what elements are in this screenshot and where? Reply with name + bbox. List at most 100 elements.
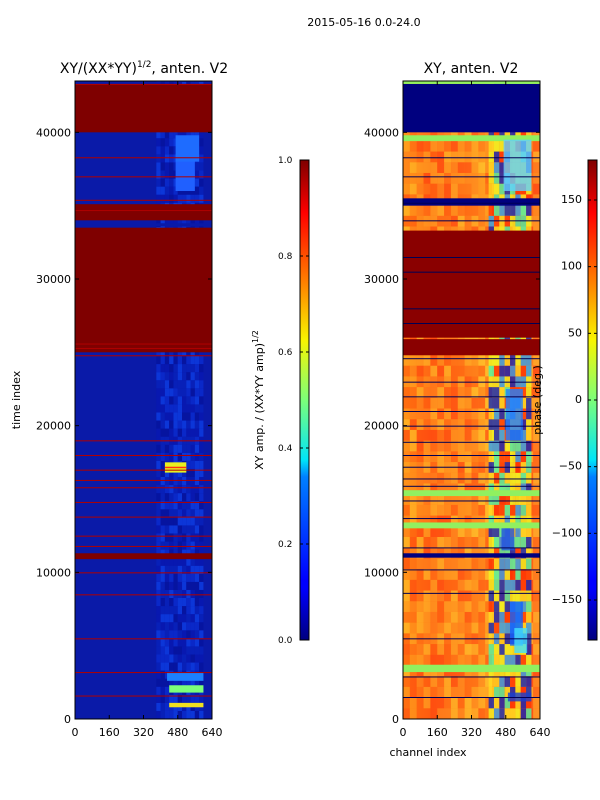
heatmap-cell bbox=[450, 590, 458, 602]
heatmap-cell bbox=[510, 697, 516, 709]
heatmap-line bbox=[75, 157, 212, 159]
heatmap-cell bbox=[430, 526, 438, 537]
heatmap-cell bbox=[177, 412, 183, 421]
heatmap-cell bbox=[493, 697, 500, 709]
heatmap-cell bbox=[464, 504, 472, 516]
phase-xtick-label: 640 bbox=[530, 726, 551, 739]
heatmap-cell bbox=[194, 380, 200, 389]
heatmap-cell bbox=[464, 387, 472, 398]
heatmap-cell bbox=[471, 569, 479, 580]
heatmap-cell bbox=[199, 525, 204, 534]
phase-ytick-label: 40000 bbox=[364, 126, 399, 139]
heatmap-cell bbox=[520, 365, 527, 377]
heatmap-cell bbox=[533, 644, 540, 655]
heatmap-cell bbox=[423, 622, 431, 634]
heatmap-cell bbox=[190, 533, 195, 542]
heatmap-cell bbox=[199, 622, 204, 631]
heatmap-cell bbox=[156, 509, 161, 518]
heatmap-cell bbox=[423, 140, 431, 152]
heatmap-cell bbox=[423, 451, 431, 463]
heatmap-cell bbox=[526, 429, 532, 441]
heatmap-cell bbox=[457, 419, 465, 430]
heatmap-cell bbox=[493, 526, 500, 537]
phase-colorbar-tick-label: 100 bbox=[561, 260, 582, 273]
heatmap-cell bbox=[173, 622, 178, 631]
heatmap-cell bbox=[186, 477, 191, 486]
heatmap-cell bbox=[437, 162, 445, 173]
heatmap-cell bbox=[510, 558, 516, 570]
heatmap-cell bbox=[515, 472, 521, 484]
heatmap-line bbox=[75, 535, 212, 537]
heatmap-cell bbox=[160, 194, 165, 203]
heatmap-cell bbox=[493, 429, 500, 441]
heatmap-cell bbox=[177, 218, 183, 227]
heatmap-cell bbox=[173, 194, 178, 203]
heatmap-cell bbox=[186, 356, 191, 365]
heatmap-cell bbox=[457, 205, 465, 216]
heatmap-cell bbox=[186, 581, 191, 590]
heatmap-cell bbox=[177, 372, 183, 381]
heatmap-cell bbox=[464, 354, 472, 366]
heatmap-line bbox=[403, 518, 540, 520]
heatmap-cell bbox=[499, 333, 505, 345]
heatmap-band bbox=[403, 135, 540, 142]
heatmap-cell bbox=[464, 205, 472, 216]
heatmap-cell bbox=[464, 440, 472, 452]
heatmap-line bbox=[403, 478, 540, 480]
heatmap-cell bbox=[499, 686, 505, 698]
heatmap-cell bbox=[169, 702, 204, 708]
heatmap-cell bbox=[499, 558, 505, 570]
heatmap-cell bbox=[194, 710, 200, 719]
heatmap-cell bbox=[488, 472, 494, 484]
heatmap-cell bbox=[526, 676, 532, 687]
heatmap-cell bbox=[175, 154, 195, 191]
heatmap-cell bbox=[504, 494, 511, 505]
heatmap-cell bbox=[444, 536, 451, 548]
heatmap-cell bbox=[177, 452, 183, 461]
heatmap-cell bbox=[409, 451, 417, 463]
phase-ytick-label: 20000 bbox=[364, 420, 399, 433]
heatmap-cell bbox=[430, 536, 438, 548]
heatmap-cell bbox=[182, 694, 187, 703]
heatmap-cell bbox=[182, 565, 187, 574]
heatmap-line bbox=[403, 697, 540, 698]
heatmap-line bbox=[403, 358, 540, 360]
heatmap-cell bbox=[430, 515, 438, 527]
heatmap-cell bbox=[520, 579, 527, 591]
heatmap-cell bbox=[510, 333, 516, 345]
heatmap-cell bbox=[177, 573, 183, 582]
heatmap-cell bbox=[403, 526, 410, 537]
heatmap-cell bbox=[515, 536, 521, 548]
heatmap-cell bbox=[450, 676, 458, 687]
heatmap-cell bbox=[457, 494, 465, 505]
heatmap-cell bbox=[164, 218, 170, 227]
heatmap-cell bbox=[488, 515, 494, 527]
heatmap-cell bbox=[430, 365, 438, 377]
heatmap-cell bbox=[457, 408, 465, 420]
phase-heatmap bbox=[403, 81, 540, 719]
heatmap-cell bbox=[409, 569, 417, 580]
heatmap-cell bbox=[493, 451, 500, 463]
heatmap-cell bbox=[510, 440, 516, 452]
heatmap-cell bbox=[160, 589, 165, 598]
heatmap-cell bbox=[444, 708, 451, 719]
heatmap-cell bbox=[457, 472, 465, 484]
heatmap-cell bbox=[450, 579, 458, 591]
amplitude-colorbar-gradient bbox=[299, 159, 310, 641]
heatmap-cell bbox=[416, 451, 424, 463]
heatmap-cell bbox=[173, 517, 178, 526]
heatmap-cell bbox=[520, 676, 527, 687]
heatmap-cell bbox=[199, 565, 204, 574]
heatmap-cell bbox=[164, 686, 170, 695]
heatmap-cell bbox=[478, 622, 486, 634]
heatmap-cell bbox=[160, 428, 165, 437]
heatmap-cell bbox=[194, 662, 200, 671]
heatmap-cell bbox=[403, 172, 410, 184]
heatmap-cell bbox=[444, 354, 451, 366]
heatmap-cell bbox=[169, 485, 174, 494]
heatmap-cell bbox=[403, 547, 410, 559]
heatmap-cell bbox=[471, 387, 479, 398]
amplitude-ytick-label: 40000 bbox=[36, 126, 71, 139]
amplitude-xtick-label: 0 bbox=[72, 726, 79, 739]
heatmap-cell bbox=[182, 614, 187, 623]
